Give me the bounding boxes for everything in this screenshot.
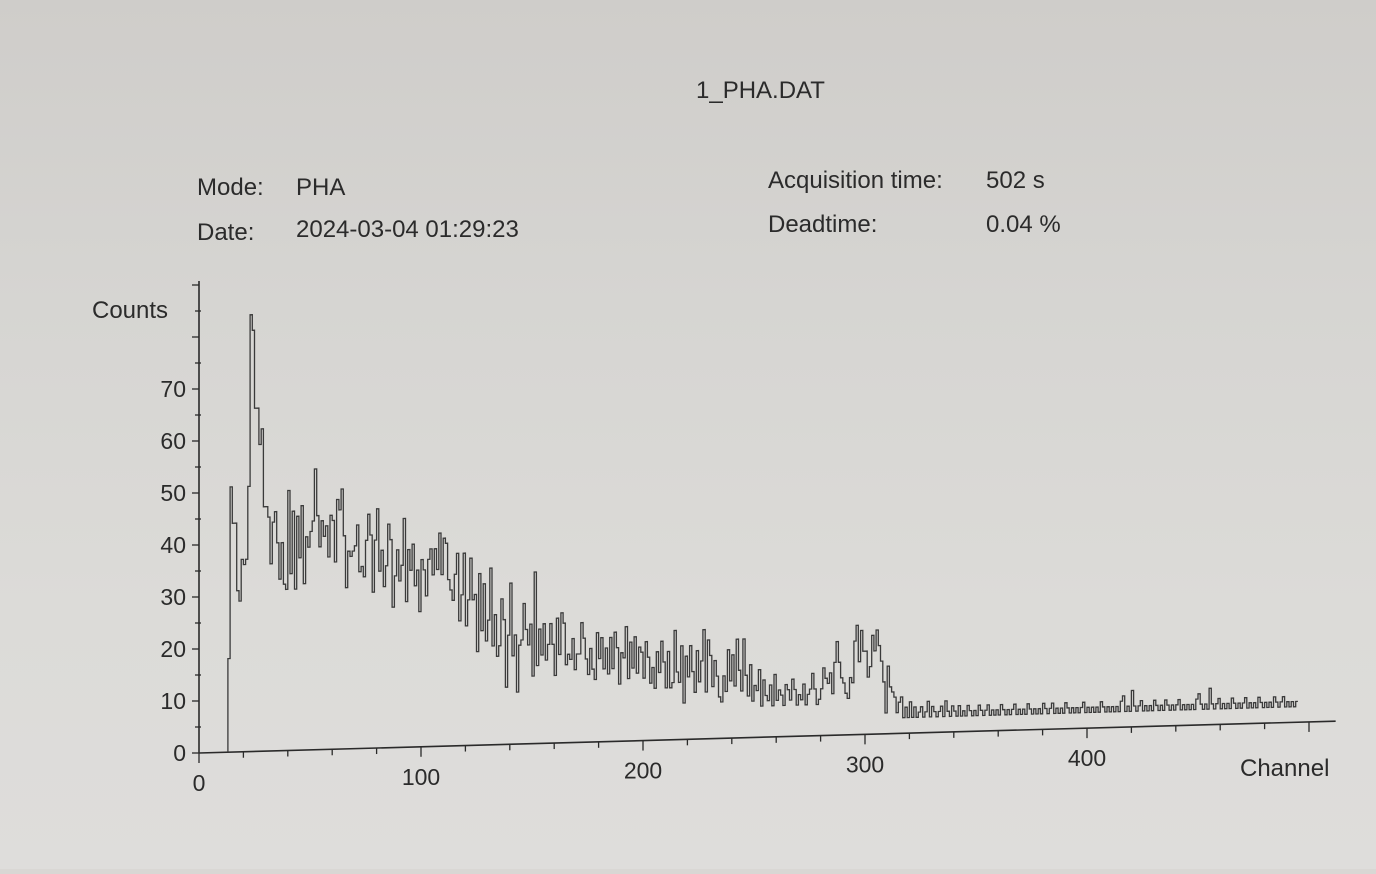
deadtime-label: Deadtime: <box>768 211 877 238</box>
mode-value: PHA <box>296 174 345 201</box>
file-title: 1_PHA.DAT <box>696 77 825 104</box>
acquisition-time-label: Acquisition time: <box>768 167 943 194</box>
y-tick-label: 60 <box>160 428 186 454</box>
chart-axes <box>198 281 1336 754</box>
y-axis-label: Counts <box>92 297 168 324</box>
chart-tick-labels: 0 10 20 30 40 50 60 70 0 100 200 300 400 <box>160 376 1106 796</box>
spectrum-series-line <box>227 314 1298 753</box>
y-tick-label: 70 <box>160 376 186 402</box>
x-axis-line <box>198 720 1336 754</box>
chart-ticks <box>192 284 1310 763</box>
acquisition-time-value: 502 s <box>986 167 1045 194</box>
y-tick-label: 40 <box>160 532 186 558</box>
x-tick-label: 0 <box>193 770 206 796</box>
y-tick-label: 10 <box>160 688 186 714</box>
x-tick-label: 100 <box>402 764 440 790</box>
y-tick-label: 30 <box>160 584 186 610</box>
mode-label: Mode: <box>197 174 264 201</box>
date-value: 2024-03-04 01:29:23 <box>296 216 519 243</box>
y-tick-label: 50 <box>160 480 186 506</box>
y-tick-label: 0 <box>173 740 186 766</box>
x-tick-label: 200 <box>624 758 662 784</box>
y-tick-label: 20 <box>160 636 186 662</box>
x-tick-label: 300 <box>846 751 884 777</box>
date-label: Date: <box>197 219 254 246</box>
x-tick-label: 400 <box>1068 745 1106 771</box>
deadtime-value: 0.04 % <box>986 211 1061 238</box>
x-axis-label: Channel <box>1240 755 1329 782</box>
